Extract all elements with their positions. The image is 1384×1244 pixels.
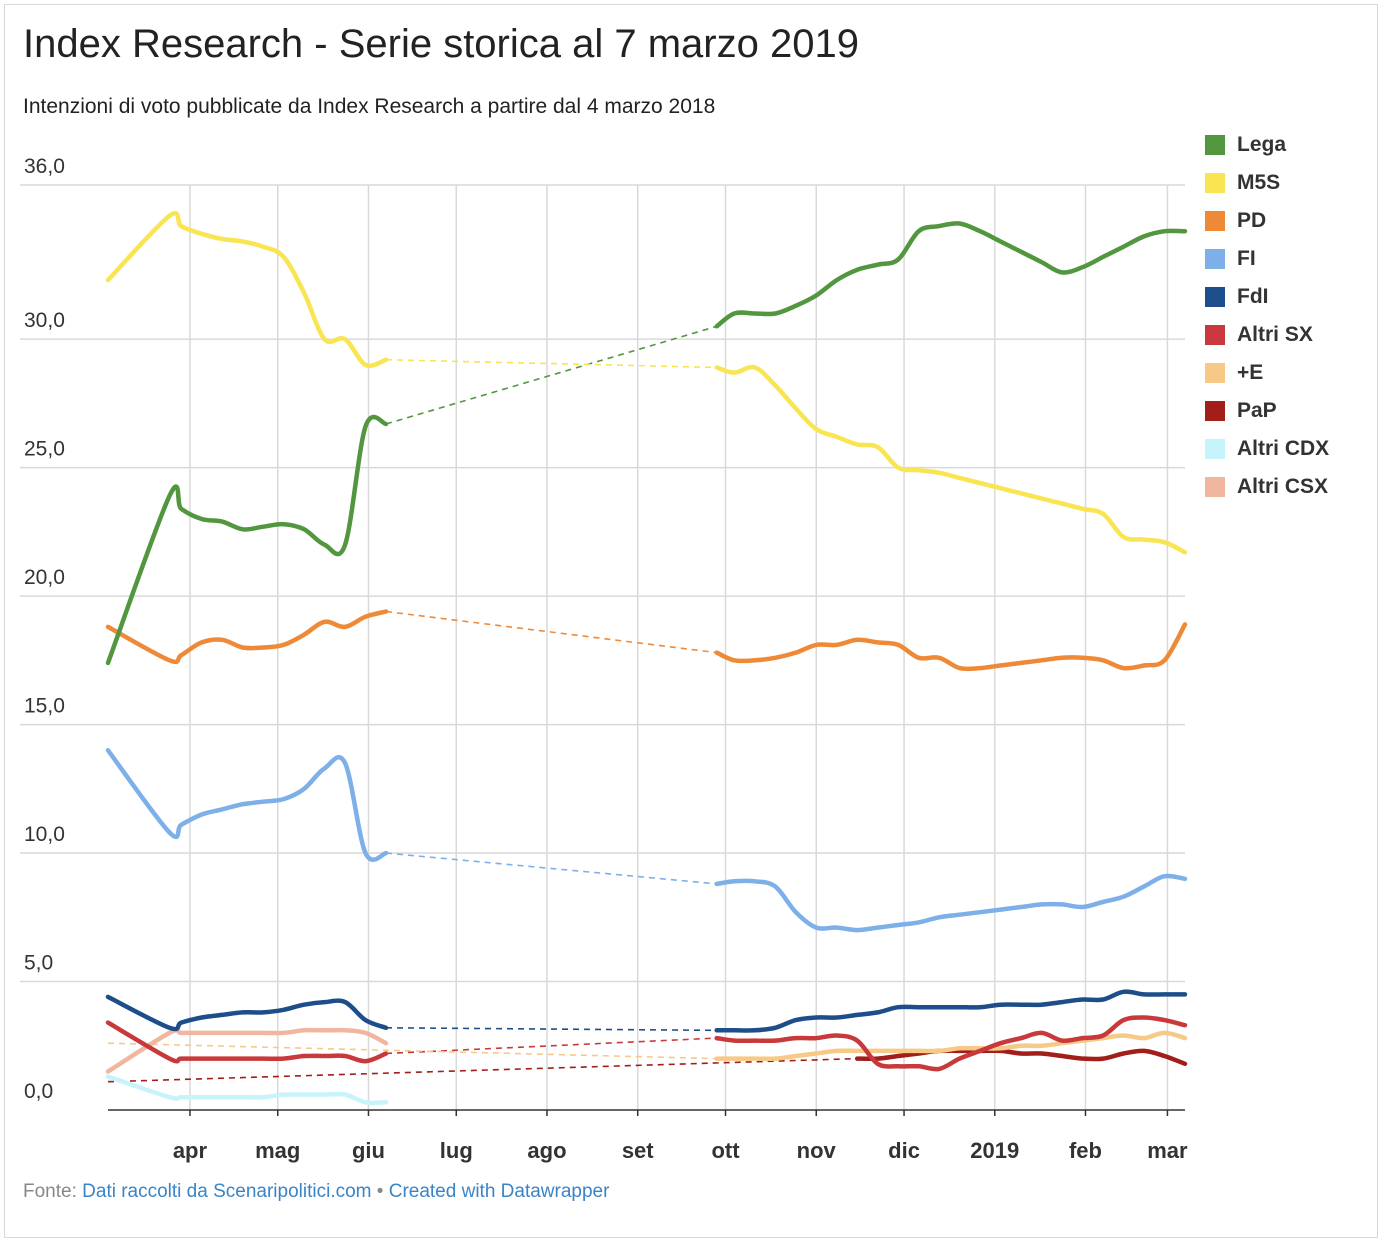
series-line-altri-sx: [105, 1020, 389, 1064]
footer-separator: •: [376, 1181, 384, 1202]
x-tick-label: feb: [1069, 1138, 1102, 1163]
legend-label: FdI: [1237, 285, 1269, 308]
series-line-altri-csx: [105, 1027, 389, 1074]
x-tick-label: mag: [255, 1138, 300, 1163]
legend-item-m5s: M5S: [1205, 164, 1329, 202]
legend-swatch: [1205, 135, 1225, 155]
series-line-e: [714, 1030, 1188, 1062]
series-line-fdi: [714, 989, 1188, 1033]
legend-swatch: [1205, 401, 1225, 421]
legend-item-pap: PaP: [1205, 392, 1329, 430]
connector-m5s: [386, 358, 717, 369]
y-tick-label: 0,0: [24, 1080, 53, 1103]
dashed-connectors: [107, 325, 858, 1083]
series-line-m5s: [714, 364, 1188, 555]
legend-swatch: [1205, 287, 1225, 307]
x-tick-label: dic: [888, 1138, 920, 1163]
x-tick-label: apr: [173, 1138, 208, 1163]
y-tick-label: 25,0: [24, 438, 65, 461]
x-axis-labels: apr mag giu lug ago set ott nov dic 2019 feb mar: [173, 1138, 1188, 1163]
legend-swatch: [1205, 325, 1225, 345]
source-label: Fonte:: [23, 1181, 77, 1202]
connector-pap: [107, 1057, 858, 1083]
footer: Fonte: Dati raccolti da Scenaripolitici.…: [23, 1181, 609, 1203]
horizontal-gridlines: [20, 184, 1185, 983]
legend-swatch: [1205, 211, 1225, 231]
y-tick-label: 15,0: [24, 695, 65, 718]
y-tick-label: 36,0: [24, 155, 65, 178]
legend-item-fi: FI: [1205, 240, 1329, 278]
x-tick-label: set: [622, 1138, 654, 1163]
legend-label: Lega: [1237, 133, 1287, 156]
chart-subtitle: Intenzioni di voto pubblicate da Index R…: [23, 95, 716, 118]
vertical-gridlines: [189, 185, 1169, 1116]
series-line-lega: [105, 414, 389, 666]
datawrapper-credit-link[interactable]: Created with Datawrapper: [388, 1181, 610, 1202]
connector-altri-sx: [385, 1037, 717, 1055]
x-tick-label: ago: [527, 1138, 566, 1163]
series-line-fdi: [105, 994, 389, 1032]
x-tick-label: nov: [797, 1138, 837, 1163]
legend-item-altri-cdx: Altri CDX: [1205, 430, 1329, 468]
x-tick-label: lug: [440, 1138, 473, 1163]
legend-swatch: [1205, 249, 1225, 269]
series-line-m5s: [105, 210, 389, 368]
connector-e: [107, 1042, 717, 1060]
series-line-lega: [714, 221, 1188, 329]
series-line-pap: [854, 1048, 1188, 1067]
legend-item-e: +E: [1205, 354, 1329, 392]
connector-fdi: [386, 1026, 717, 1032]
x-tick-label: ott: [711, 1138, 740, 1163]
legend-swatch: [1205, 363, 1225, 383]
connector-fi: [385, 852, 717, 885]
series-lines: [105, 210, 1188, 1106]
chart-title: Index Research - Serie storica al 7 marz…: [23, 22, 859, 66]
legend-item-lega: Lega: [1205, 126, 1329, 164]
legend-item-fdi: FdI: [1205, 278, 1329, 316]
series-line-fi: [714, 873, 1188, 933]
legend-label: Altri SX: [1237, 323, 1313, 346]
legend: Lega M5S PD FI FdI Altri SX +E PaP Altri CDX Altr…: [1205, 126, 1329, 506]
legend-item-pd: PD: [1205, 202, 1329, 240]
legend-label: Altri CDX: [1237, 437, 1330, 460]
legend-swatch: [1205, 173, 1225, 193]
legend-swatch: [1205, 439, 1225, 459]
series-line-fi: [105, 748, 389, 862]
series-line-pd: [105, 609, 389, 665]
source-link[interactable]: Dati raccolti da Scenaripolitici.com: [82, 1181, 372, 1202]
connector-pd: [385, 610, 717, 654]
x-tick-label: 2019: [970, 1138, 1019, 1163]
y-tick-label: 30,0: [24, 309, 65, 332]
y-tick-label: 20,0: [24, 566, 65, 589]
series-line-altri-cdx: [105, 1074, 389, 1106]
legend-swatch: [1205, 477, 1225, 497]
x-tick-label: mar: [1147, 1138, 1188, 1163]
y-tick-label: 10,0: [24, 823, 65, 846]
legend-label: Altri CSX: [1237, 475, 1329, 498]
chart-frame: [4, 4, 1378, 1238]
legend-item-altri-csx: Altri CSX: [1205, 468, 1329, 506]
legend-label: PD: [1237, 209, 1267, 232]
x-tick-label: giu: [352, 1138, 385, 1163]
legend-label: M5S: [1237, 171, 1281, 194]
legend-label: FI: [1237, 247, 1256, 270]
legend-label: +E: [1237, 361, 1264, 384]
connector-lega: [385, 325, 717, 425]
series-line-altri-sx: [714, 1015, 1188, 1072]
legend-label: PaP: [1237, 399, 1277, 422]
legend-item-altri-sx: Altri SX: [1205, 316, 1329, 354]
y-axis-labels: 0,0 5,0 10,0 15,0 20,0 25,0 30,0 36,0: [24, 155, 65, 1103]
y-tick-label: 5,0: [24, 952, 53, 975]
series-line-pd: [714, 622, 1188, 672]
